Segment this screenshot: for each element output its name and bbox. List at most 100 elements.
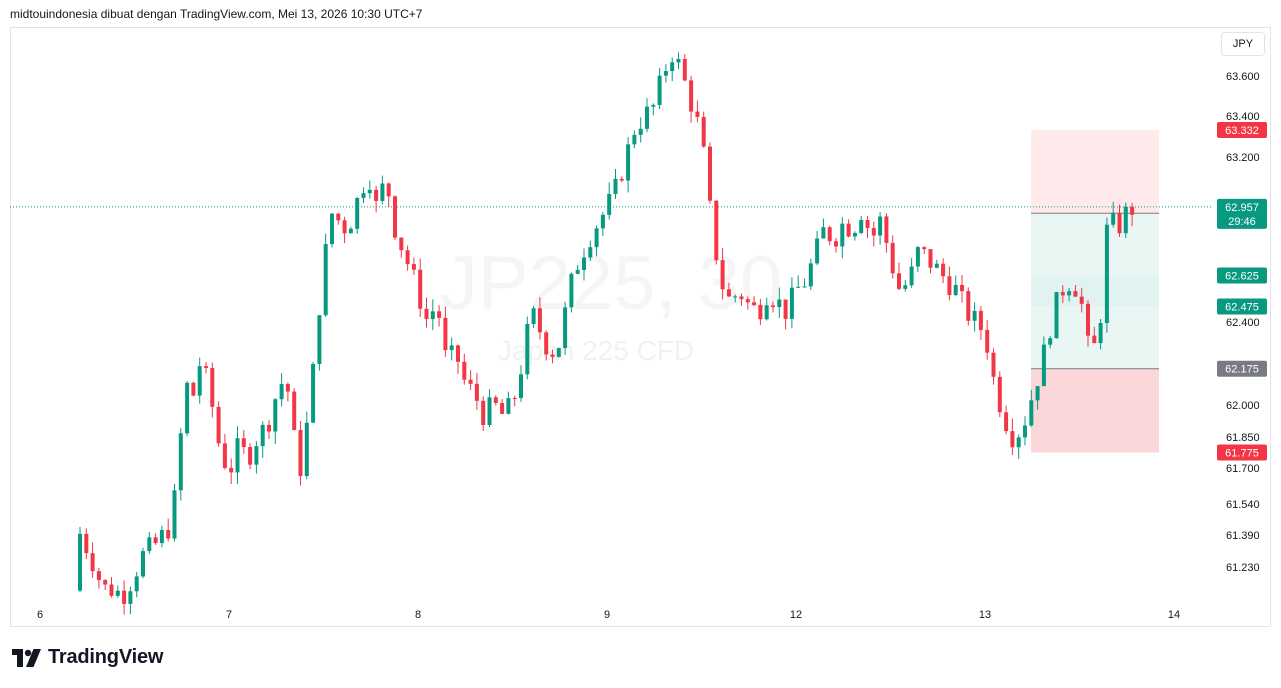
candle-body[interactable] (651, 104, 656, 107)
candle-body[interactable] (865, 220, 870, 229)
candle-body[interactable] (487, 397, 492, 425)
candle-body[interactable] (418, 269, 423, 309)
candle-body[interactable] (1073, 291, 1078, 297)
candle-body[interactable] (840, 223, 845, 247)
candle-body[interactable] (676, 58, 681, 63)
candle-body[interactable] (645, 106, 649, 129)
candle-body[interactable] (273, 399, 278, 432)
candle-body[interactable] (575, 269, 580, 274)
candle-body[interactable] (1117, 212, 1122, 234)
candle-body[interactable] (456, 345, 460, 362)
short-target-zone[interactable] (1031, 213, 1159, 276)
candle-body[interactable] (714, 200, 719, 261)
candle-body[interactable] (745, 299, 750, 303)
candle-body[interactable] (1111, 212, 1116, 225)
candle-body[interactable] (884, 216, 889, 243)
candle-body[interactable] (311, 363, 316, 423)
candle-body[interactable] (166, 530, 171, 539)
candle-body[interactable] (1004, 412, 1009, 432)
candle-body[interactable] (96, 571, 101, 581)
candle-body[interactable] (928, 249, 933, 268)
candle-body[interactable] (197, 366, 202, 396)
candle-body[interactable] (78, 533, 82, 591)
candle-body[interactable] (411, 264, 416, 270)
candle-body[interactable] (393, 196, 397, 238)
candle-body[interactable] (493, 397, 498, 404)
candle-body[interactable] (947, 276, 952, 296)
candle-body[interactable] (582, 257, 586, 270)
candle-body[interactable] (953, 284, 958, 296)
candle-body[interactable] (1029, 400, 1034, 426)
candle-body[interactable] (1098, 322, 1103, 344)
candle-body[interactable] (279, 383, 284, 400)
candle-body[interactable] (122, 590, 127, 604)
candle-body[interactable] (689, 80, 694, 112)
candle-body[interactable] (997, 376, 1002, 413)
candle-body[interactable] (323, 244, 328, 316)
candle-body[interactable] (1041, 344, 1046, 387)
long-stop-zone[interactable] (1031, 368, 1159, 453)
candle-body[interactable] (670, 62, 675, 72)
currency-button[interactable]: JPY (1221, 32, 1265, 56)
candle-body[interactable] (626, 144, 631, 181)
candle-body[interactable] (267, 424, 271, 432)
candle-body[interactable] (878, 216, 883, 236)
candle-body[interactable] (141, 551, 145, 577)
candle-body[interactable] (336, 213, 341, 221)
candle-body[interactable] (739, 296, 744, 300)
candle-body[interactable] (153, 537, 158, 544)
candle-body[interactable] (846, 223, 851, 237)
candle-body[interactable] (1067, 291, 1072, 296)
candle-body[interactable] (1079, 296, 1084, 304)
candle-body[interactable] (103, 580, 108, 585)
candle-body[interactable] (367, 189, 372, 194)
candle-body[interactable] (361, 193, 366, 199)
candle-body[interactable] (764, 305, 769, 320)
candle-body[interactable] (890, 242, 895, 274)
candle-body[interactable] (827, 227, 832, 242)
candle-body[interactable] (519, 374, 523, 399)
candle-body[interactable] (449, 345, 454, 351)
candle-body[interactable] (172, 490, 177, 539)
candle-body[interactable] (619, 178, 624, 181)
candle-body[interactable] (210, 367, 215, 407)
short-stop-zone[interactable] (1031, 129, 1159, 214)
candle-body[interactable] (720, 260, 725, 290)
candle-body[interactable] (682, 58, 687, 81)
candle-body[interactable] (991, 352, 996, 377)
candle-body[interactable] (897, 273, 901, 289)
candle-body[interactable] (783, 299, 788, 319)
candle-body[interactable] (537, 308, 542, 333)
candle-body[interactable] (304, 422, 309, 477)
candle-body[interactable] (506, 398, 511, 414)
candle-body[interactable] (430, 311, 435, 320)
candle-body[interactable] (204, 366, 208, 368)
candle-body[interactable] (708, 146, 712, 201)
candle-body[interactable] (815, 238, 820, 264)
candle-body[interactable] (1054, 292, 1059, 339)
candle-body[interactable] (701, 116, 706, 147)
candle-body[interactable] (330, 213, 334, 245)
candle-body[interactable] (695, 111, 700, 117)
candle-body[interactable] (298, 430, 303, 477)
candle-body[interactable] (147, 537, 152, 552)
candle-body[interactable] (1123, 206, 1128, 234)
candle-body[interactable] (733, 296, 738, 298)
candle-body[interactable] (248, 447, 253, 465)
candle-body[interactable] (178, 433, 183, 491)
candle-body[interactable] (462, 361, 467, 380)
candle-body[interactable] (317, 315, 322, 364)
candle-body[interactable] (348, 228, 353, 234)
candle-body[interactable] (922, 247, 927, 250)
candle-body[interactable] (474, 383, 479, 401)
candle-body[interactable] (600, 214, 605, 229)
candle-body[interactable] (386, 183, 391, 197)
candle-body[interactable] (1086, 303, 1090, 336)
candle-body[interactable] (796, 286, 801, 288)
candle-body[interactable] (985, 330, 990, 353)
candle-body[interactable] (594, 228, 599, 248)
candle-body[interactable] (424, 308, 429, 320)
candle-body[interactable] (752, 302, 757, 305)
candle-body[interactable] (1104, 224, 1109, 323)
candle-body[interactable] (292, 391, 297, 431)
